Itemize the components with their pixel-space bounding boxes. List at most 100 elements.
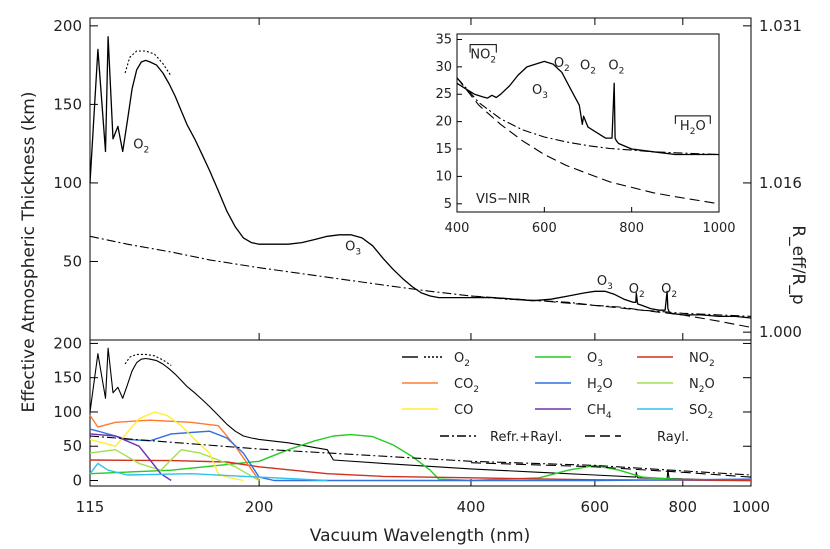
inset-annotation-base: O	[554, 56, 564, 71]
legend-label: CO	[454, 403, 473, 418]
bottom-series-o3	[89, 433, 752, 482]
top-annotation: O3	[597, 274, 613, 292]
inset-annotation: H2O	[680, 119, 706, 137]
legend-entry: CO	[402, 403, 473, 418]
inset-y-tick-label: 30	[435, 60, 452, 75]
top-annotation-sub: 2	[671, 290, 677, 300]
legend-label-base: N	[689, 377, 699, 392]
inset-annotation-sub: 2	[690, 127, 696, 137]
legend-entry: O3	[535, 351, 603, 369]
inset-annotation-base: O	[580, 59, 590, 74]
bottom-series-co2	[89, 415, 260, 481]
top-annotation-base: O	[345, 239, 355, 254]
legend-label-tail: O	[704, 377, 714, 392]
right-y-tick-label: 1.016	[759, 174, 802, 192]
inset-bracket	[469, 44, 497, 53]
top-annotation-sub: 3	[355, 247, 361, 257]
inset-annotation: O2	[608, 59, 624, 77]
legend-label-sub: 2	[464, 359, 470, 369]
bottom-series-rayl	[470, 462, 752, 478]
x-tick-label: 115	[76, 498, 105, 516]
legend-label: NO2	[689, 351, 715, 369]
top-annotation-sub: 2	[639, 290, 645, 300]
top-annotation-base: O	[661, 282, 671, 297]
right-y-tick-label: 1.000	[759, 323, 802, 341]
top-y-tick-label: 100	[53, 174, 82, 192]
legend-label-base: CH	[587, 403, 606, 418]
legend-label-sub: 2	[707, 411, 713, 421]
inset-annotation: O2	[580, 59, 596, 77]
x-axis-title: Vacuum Wavelength (nm)	[310, 526, 530, 546]
top-annotation-base: O	[597, 274, 607, 289]
inset-annotation: O2	[554, 56, 570, 74]
bottom-y-tick-label: 150	[53, 369, 82, 387]
x-tick-label: 800	[668, 498, 697, 516]
right-axis-title: R_eff/R_p	[788, 225, 808, 304]
legend-label-sub: 2	[699, 385, 705, 395]
top-annotation: O2	[661, 282, 677, 300]
x-tick-label: 1000	[732, 498, 770, 516]
legend-label-base: Refr.+Rayl.	[490, 430, 562, 445]
inset-annotation-sub: 3	[542, 91, 548, 101]
legend-label-base: NO	[689, 351, 709, 366]
bottom-series-h2o	[89, 428, 752, 482]
inset-annotation-base: NO	[470, 48, 490, 63]
top-y-tick-label: 150	[53, 95, 82, 113]
legend-label: CH4	[587, 403, 612, 421]
legend-label-sub: 2	[709, 359, 715, 369]
inset-annotation-sub: 2	[564, 64, 570, 74]
inset-y-tick-label: 20	[435, 115, 452, 130]
bottom-series-o2	[89, 347, 752, 482]
legend-label: O2	[454, 351, 470, 369]
bottom-y-tick-label: 200	[53, 334, 82, 352]
legend-entry: NO2	[637, 351, 715, 369]
top-annotation-sub: 2	[144, 145, 150, 155]
legend-label-base: H	[587, 377, 597, 392]
legend-entry: CH4	[535, 403, 612, 421]
bottom-series-so2	[89, 462, 328, 482]
legend-label: CO2	[454, 377, 479, 395]
legend-entry: H2O	[535, 377, 613, 395]
legend-entry: Rayl.	[585, 430, 689, 445]
legend-label: H2O	[587, 377, 613, 395]
top-series-refr-rayl	[89, 235, 752, 317]
inset-annotation-base: O	[532, 83, 542, 98]
legend-label: Refr.+Rayl.	[490, 430, 562, 445]
legend-label-base: O	[454, 351, 464, 366]
x-tick-label: 200	[245, 498, 274, 516]
legend-label-tail: O	[603, 377, 613, 392]
inset-series-rayl	[456, 77, 720, 205]
bottom-series-o2-dotted	[124, 353, 172, 366]
legend-entry: CO2	[402, 377, 479, 395]
legend-label-base: SO	[689, 403, 707, 418]
legend-label: Rayl.	[657, 430, 689, 445]
inset-annotation: NO2	[470, 48, 496, 66]
top-series-rayl	[470, 295, 752, 328]
inset-x-tick-label: 1000	[702, 221, 735, 236]
top-y-tick-label: 50	[63, 252, 82, 270]
inset-x-tick-label: 800	[619, 221, 644, 236]
inset-label: VIS−NIR	[476, 192, 530, 207]
legend-label: SO2	[689, 403, 713, 421]
x-tick-label: 400	[457, 498, 486, 516]
legend-label-sub: 2	[597, 385, 603, 395]
inset-annotation-sub: 2	[590, 67, 596, 77]
top-annotation: O2	[629, 282, 645, 300]
top-series-total	[89, 36, 752, 319]
x-tick-label: 600	[581, 498, 610, 516]
legend-label: N2O	[689, 377, 715, 395]
inset-series-total	[456, 60, 719, 156]
legend-label-base: CO	[454, 377, 473, 392]
legend-entry: N2O	[637, 377, 715, 395]
inset-annotation-base: O	[608, 59, 618, 74]
inset-y-tick-label: 10	[435, 169, 452, 184]
legend-label-sub: 2	[473, 385, 479, 395]
legend-label-sub: 3	[597, 359, 603, 369]
bottom-y-tick-label: 0	[72, 472, 82, 490]
top-annotation-sub: 3	[607, 282, 613, 292]
legend-label-sub: 4	[606, 411, 612, 421]
